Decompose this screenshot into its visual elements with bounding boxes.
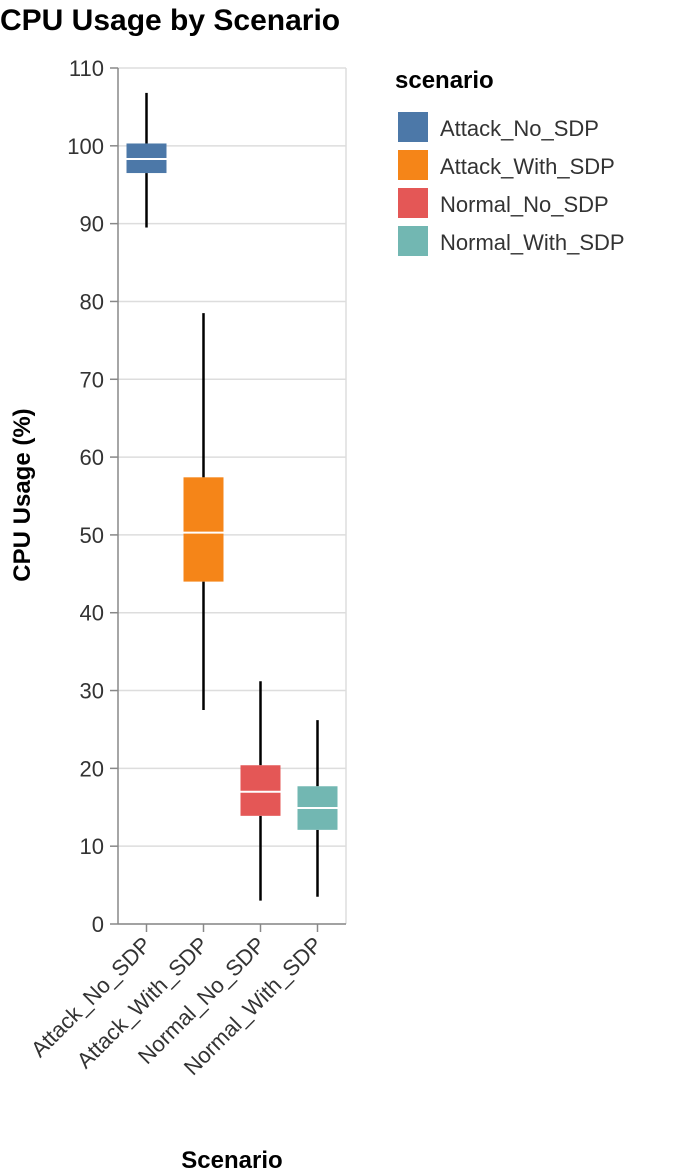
- legend-label-Attack_With_SDP: Attack_With_SDP: [440, 154, 615, 179]
- box-Attack_With_SDP: [183, 313, 224, 710]
- y-tick-label-10: 10: [80, 834, 104, 859]
- y-tick-label-40: 40: [80, 601, 104, 626]
- iqr-box-Attack_With_SDP: [183, 477, 224, 582]
- legend-swatch-Attack_No_SDP: [398, 112, 428, 142]
- y-tick-label-110: 110: [69, 56, 104, 81]
- boxes: [126, 92, 338, 901]
- y-tick-label-90: 90: [80, 212, 104, 237]
- legend-swatch-Attack_With_SDP: [398, 150, 428, 180]
- x-axis-title: Scenario: [181, 1147, 282, 1174]
- legend-label-Attack_No_SDP: Attack_No_SDP: [440, 116, 599, 141]
- y-tick-label-60: 60: [80, 445, 104, 470]
- y-tick-label-30: 30: [80, 679, 104, 704]
- y-axis-title: CPU Usage (%): [9, 408, 36, 581]
- y-axis: 0 10 20 30 40 50 60 70 80 90 100 110: [67, 56, 119, 937]
- box-Normal_No_SDP: [240, 681, 281, 901]
- iqr-box-Normal_No_SDP: [240, 765, 281, 816]
- chart-title: CPU Usage by Scenario: [0, 4, 340, 37]
- legend-label-Normal_No_SDP: Normal_No_SDP: [440, 192, 609, 217]
- y-tick-label-70: 70: [80, 367, 104, 392]
- legend-swatch-Normal_With_SDP: [398, 226, 428, 256]
- y-tick-label-100: 100: [67, 134, 104, 159]
- legend-swatch-Normal_No_SDP: [398, 188, 428, 218]
- legend-title: scenario: [395, 67, 494, 94]
- legend-label-Normal_With_SDP: Normal_With_SDP: [440, 230, 625, 255]
- legend-items: Attack_No_SDP Attack_With_SDP Normal_No_SD…: [398, 112, 625, 256]
- y-tick-label-0: 0: [92, 912, 104, 937]
- y-tick-label-80: 80: [80, 289, 104, 314]
- y-tick-label-50: 50: [80, 523, 104, 548]
- box-Normal_With_SDP: [297, 720, 338, 897]
- box-Attack_No_SDP: [126, 92, 167, 228]
- legend: scenario Attack_No_SDP Attack_With_SDP Nor…: [395, 67, 625, 256]
- x-axis: Attack_No_SDPAttack_With_SDPNormal_No_SD…: [26, 923, 346, 1080]
- y-tick-label-20: 20: [80, 756, 104, 781]
